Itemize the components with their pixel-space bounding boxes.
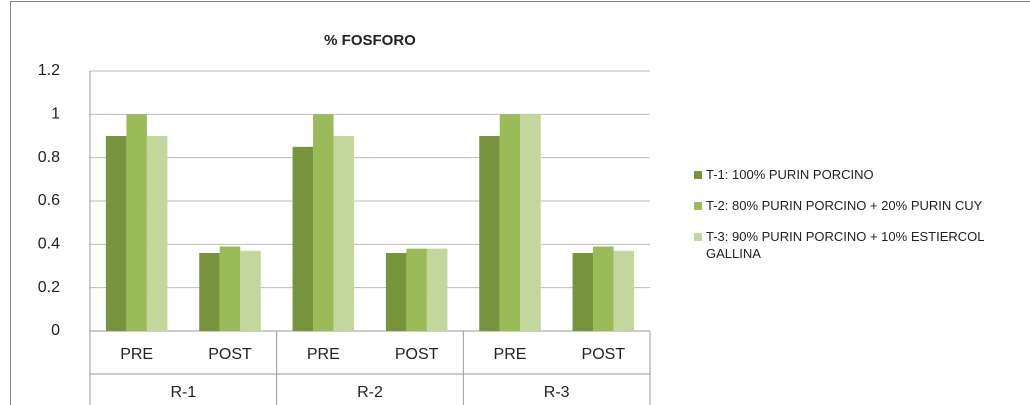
x-tick-label: PRE [494,346,527,363]
bar [479,136,500,331]
x-tick-label: POST [582,346,626,363]
bar [313,114,334,331]
chart-border [10,1,1030,405]
y-tick-label: 0.2 [38,279,60,296]
y-tick-label: 1.2 [38,62,60,79]
legend-label: T-1: 100% PURIN PORCINO [706,167,874,182]
bar [292,146,314,331]
bar [499,114,521,331]
group-label: R-2 [357,384,383,401]
x-tick-label: PRE [120,346,153,363]
bar [105,136,127,331]
legend-label: T-3: 90% PURIN PORCINO + 10% ESTIERCOL G… [706,229,985,261]
bar [385,253,407,331]
bar [613,250,635,331]
legend-item: T-1: 100% PURIN PORCINO [694,166,1024,183]
y-tick-label: 0.4 [38,236,60,253]
legend: T-1: 100% PURIN PORCINO T-2: 80% PURIN PO… [694,166,1024,276]
legend-swatch [694,233,702,241]
y-tick-label: 0 [51,322,60,339]
x-tick-label: POST [208,346,252,363]
bar [520,114,541,331]
bar [199,253,220,331]
x-tick-label: PRE [307,346,340,363]
bar [572,253,594,331]
bar [219,246,241,331]
bar [146,136,168,331]
y-tick-label: 1 [51,106,60,123]
group-label: R-1 [170,384,196,401]
group-label: R-3 [544,384,570,401]
legend-label: T-2: 80% PURIN PORCINO + 20% PURIN CUY [706,198,983,213]
bar [333,136,355,331]
chart-title: % FOSFORO [324,32,416,49]
y-tick-label: 0.8 [38,149,60,166]
legend-swatch [694,202,702,210]
bar [406,248,427,331]
x-tick-label: POST [395,346,439,363]
bar [426,248,448,331]
legend-item: T-2: 80% PURIN PORCINO + 20% PURIN CUY [694,197,1024,214]
bar [240,250,261,331]
y-tick-label: 0.6 [38,192,60,209]
bar [593,246,614,331]
legend-item: T-3: 90% PURIN PORCINO + 10% ESTIERCOL G… [694,228,1024,262]
legend-swatch [694,171,702,179]
bar [126,114,147,331]
